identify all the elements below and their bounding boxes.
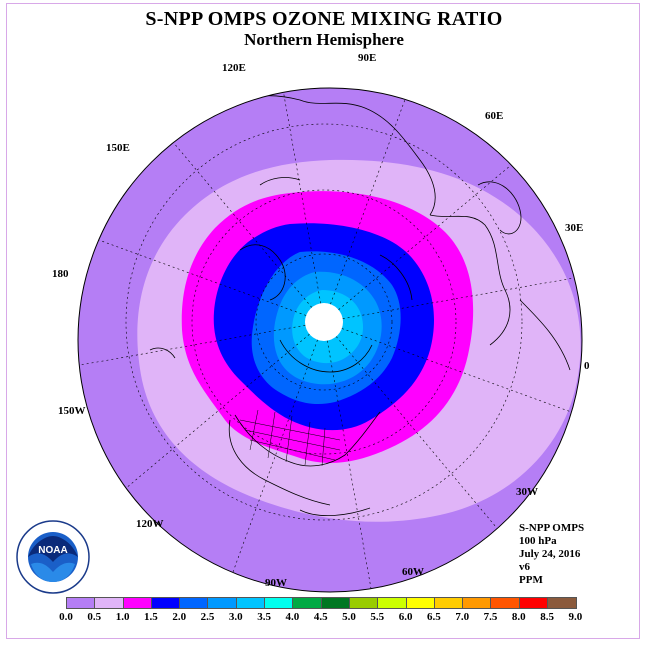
colorbar-segment: [406, 598, 435, 608]
noaa-logo-text: NOAA: [38, 545, 67, 556]
colorbar-segment: [265, 598, 294, 608]
meridian-line: [341, 328, 582, 425]
lon-label-90e: 90E: [358, 52, 377, 64]
meridian-line: [93, 333, 310, 516]
lon-label-60w: 60W: [402, 566, 424, 578]
colorbar-tick-label: 3.0: [228, 611, 243, 623]
colorbar-tick-label: 0.0: [59, 611, 73, 623]
info-units: PPM: [519, 574, 543, 586]
colorbar-tick-label: 2.0: [172, 611, 187, 623]
lon-label-150w: 150W: [58, 405, 86, 417]
colorbar-tick-label: 5.5: [370, 611, 385, 623]
colorbar-tick-label: 8.0: [511, 611, 526, 623]
globe-outline: [77, 87, 583, 593]
colorbar-tick-label: 1.0: [115, 611, 130, 623]
colorbar: [66, 597, 578, 609]
colorbar-segment: [95, 598, 124, 608]
colorbar-tick-label: 0.5: [87, 611, 102, 623]
info-version: v6: [519, 561, 530, 573]
lon-label-150e: 150E: [106, 142, 130, 154]
colorbar-tick-label: 8.5: [540, 611, 554, 623]
lon-label-120e: 120E: [222, 62, 246, 74]
meridian-line: [221, 339, 318, 592]
colorbar-segment: [434, 598, 464, 608]
map-subtitle: Northern Hemisphere: [244, 30, 404, 49]
info-date: July 24, 2016: [519, 548, 581, 560]
lon-label-180: 180: [52, 268, 69, 280]
colorbar-segment: [321, 598, 350, 608]
noaa-logo: NOAA: [16, 520, 90, 594]
colorbar-segment: [151, 598, 181, 608]
colorbar-tick-label: 6.5: [427, 611, 441, 623]
colorbar-tick-label: 9.0: [568, 611, 583, 623]
lon-label-120w: 120W: [136, 518, 164, 530]
colorbar-segment: [548, 598, 577, 608]
lon-label-60e: 60E: [485, 110, 504, 122]
colorbar-segment: [519, 598, 549, 608]
lon-label-0: 0: [584, 360, 590, 372]
graticule: [125, 123, 523, 521]
us-states: [239, 409, 341, 467]
colorbar-segment: [208, 598, 237, 608]
colorbar-segment: [293, 598, 322, 608]
map-title: S-NPP OMPS OZONE MIXING RATIO: [145, 8, 503, 30]
meridian-line: [130, 91, 313, 308]
colorbar-segment: [236, 598, 266, 608]
lon-label-30e: 30E: [565, 222, 584, 234]
meridian-line: [330, 88, 427, 305]
colorbar-tick-label: 4.0: [285, 611, 300, 623]
meridian-line: [342, 269, 582, 319]
colorbar-tick-label: 4.5: [313, 611, 328, 623]
colorbar-segment: [491, 598, 520, 608]
colorbar-tick-label: 3.5: [257, 611, 271, 623]
meridian-line: [327, 340, 377, 592]
colorbar-segment: [67, 598, 96, 608]
colorbar-segment: [378, 598, 407, 608]
lon-label-30w: 30W: [516, 486, 538, 498]
info-instrument: S-NPP OMPS: [519, 522, 585, 534]
colorbar-tick-label: 2.5: [200, 611, 215, 623]
colorbar-tick-label: 7.0: [455, 611, 470, 623]
meridian-line: [338, 128, 555, 311]
meridians: [78, 88, 582, 592]
colorbar-segment: [349, 598, 379, 608]
colorbar-tick-label: 1.5: [144, 611, 158, 623]
figure-frame: [6, 3, 640, 639]
colorbar-segment: [123, 598, 152, 608]
info-block: S-NPP OMPS 100 hPa July 24, 2016 v6 PPM: [519, 522, 584, 587]
colorbar-tick-label: 7.5: [483, 611, 498, 623]
pole-missing-data: [305, 303, 343, 341]
colorbar-segment: [463, 598, 492, 608]
colorbar-tick-label: 5.0: [342, 611, 356, 623]
lon-label-90w: 90W: [265, 577, 287, 589]
meridian-line: [335, 336, 518, 553]
meridian-line: [271, 88, 321, 304]
colorbar-tick-label: 6.0: [398, 611, 413, 623]
meridian-line: [78, 219, 307, 316]
meridian-line: [78, 325, 306, 375]
info-pressure: 100 hPa: [519, 535, 557, 547]
colorbar-segment: [180, 598, 209, 608]
